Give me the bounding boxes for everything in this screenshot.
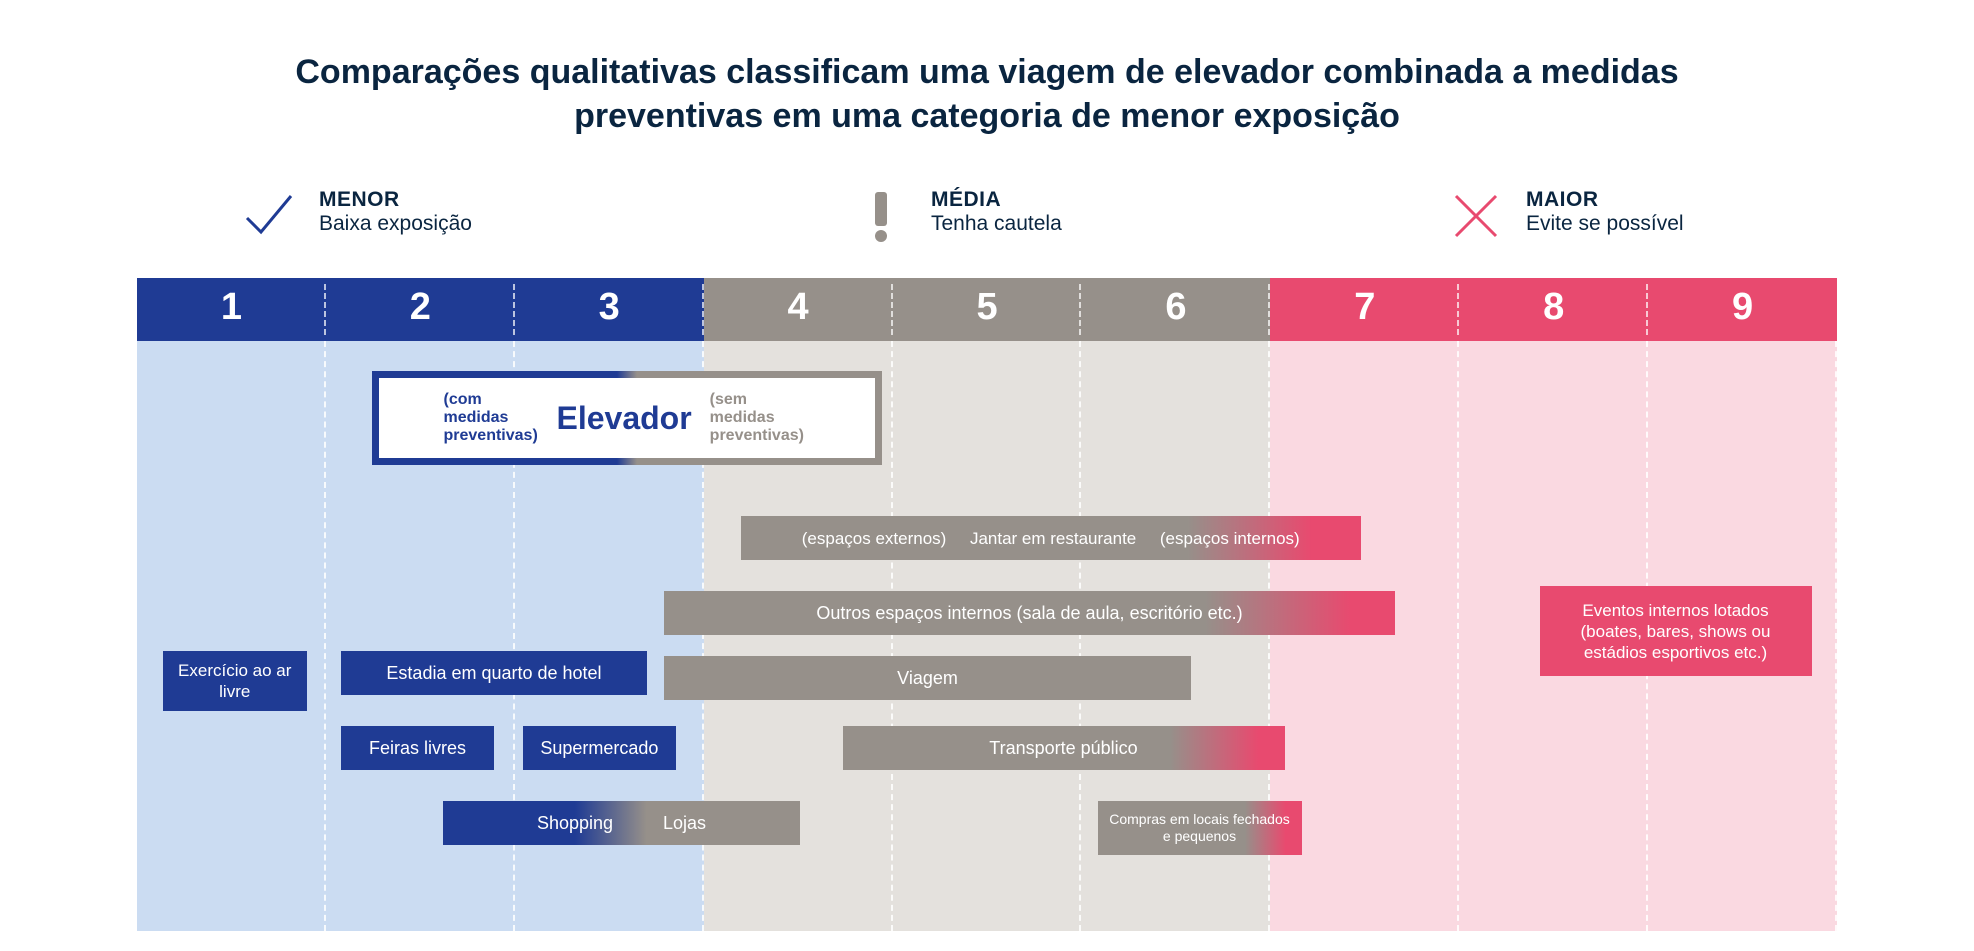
body-col-5 — [893, 341, 1082, 931]
legend-text: MAIOR Evite se possível — [1526, 188, 1684, 236]
risk-chart: MENOR Baixa exposição MÉDIA Tenha cautel… — [137, 188, 1837, 931]
scale-cell-8: 8 — [1459, 278, 1648, 341]
legend-sub: Evite se possível — [1526, 212, 1684, 236]
legend-text: MENOR Baixa exposição — [319, 188, 472, 236]
body-col-2 — [326, 341, 515, 931]
body-col-6 — [1081, 341, 1270, 931]
scale-cell-3: 3 — [515, 278, 704, 341]
body-col-8 — [1459, 341, 1648, 931]
legend-level: MAIOR — [1526, 188, 1684, 212]
body-col-9 — [1648, 341, 1837, 931]
scale-cell-6: 6 — [1081, 278, 1270, 341]
chart-body: (com medidas preventivas) Elevador (sem … — [137, 341, 1837, 931]
check-icon — [239, 188, 299, 243]
legend-level: MENOR — [319, 188, 472, 212]
scale-cell-5: 5 — [893, 278, 1082, 341]
legend-item-check: MENOR Baixa exposição — [239, 188, 472, 243]
scale-cell-9: 9 — [1648, 278, 1837, 341]
body-col-7 — [1270, 341, 1459, 931]
legend-item-cross: MAIOR Evite se possível — [1446, 188, 1684, 243]
body-col-1 — [137, 341, 326, 931]
legend-sub: Baixa exposição — [319, 212, 472, 236]
legend-level: MÉDIA — [931, 188, 1062, 212]
body-col-4 — [704, 341, 893, 931]
scale-header: 123456789 — [137, 278, 1837, 341]
legend-item-exclaim: MÉDIA Tenha cautela — [851, 188, 1062, 243]
cross-icon — [1446, 188, 1506, 243]
chart-title: Comparações qualitativas classificam uma… — [212, 50, 1762, 138]
scale-cell-1: 1 — [137, 278, 326, 341]
scale-cell-4: 4 — [704, 278, 893, 341]
legend-text: MÉDIA Tenha cautela — [931, 188, 1062, 236]
body-col-3 — [515, 341, 704, 931]
scale-cell-7: 7 — [1270, 278, 1459, 341]
exclaim-icon — [851, 188, 911, 243]
scale-cell-2: 2 — [326, 278, 515, 341]
legend-sub: Tenha cautela — [931, 212, 1062, 236]
legend-row: MENOR Baixa exposição MÉDIA Tenha cautel… — [137, 188, 1837, 258]
